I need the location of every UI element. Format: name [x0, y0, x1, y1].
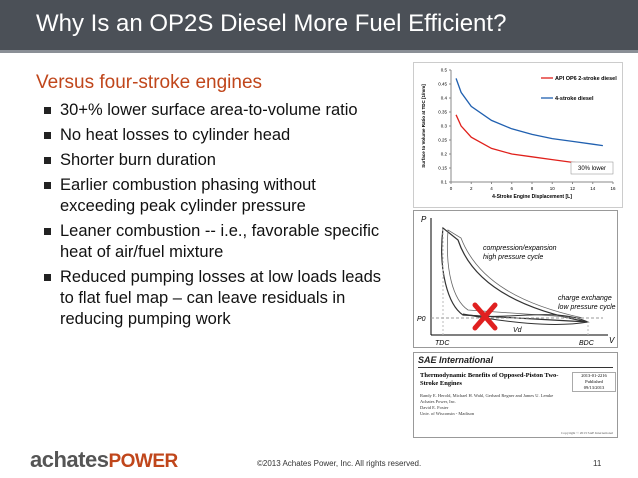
loop — [441, 226, 589, 323]
title-bar: Why Is an OP2S Diesel More Fuel Efficien… — [0, 0, 638, 53]
paper-title: Thermodynamic Benefits of Opposed-Piston… — [420, 372, 559, 387]
label: low pressure cycle — [558, 304, 616, 311]
paper-status: Published — [585, 379, 603, 384]
bullet: Reduced pumping losses at low loads lead… — [44, 267, 389, 330]
cross — [472, 302, 498, 331]
x-tick-label: 4 — [490, 186, 493, 191]
annotation: 30% lower — [578, 166, 606, 172]
page-number: 11 — [593, 459, 602, 468]
label: P — [421, 215, 427, 224]
bullet: Shorter burn duration — [44, 150, 389, 171]
label: charge exchange — [558, 295, 612, 302]
rule — [418, 367, 613, 368]
heading: Versus four-stroke engines — [36, 72, 263, 93]
label: high pressure cycle — [483, 254, 543, 261]
label: BDC — [579, 340, 595, 347]
paper-thumbnail: SAE International Thermodynamic Benefits… — [413, 352, 618, 438]
label: compression/expansion — [483, 245, 557, 252]
chart-frame — [413, 62, 623, 208]
x-tick-label: 0 — [450, 186, 453, 191]
paper-copyright: Copyright © 2013 SAE International — [561, 431, 613, 435]
label: Vd — [513, 327, 523, 334]
y-tick-label: 0.3 — [441, 124, 448, 129]
chart: 0.1 0.15 0.2 0.25 0.3 0.35 0.4 0.45 0.5 0 2 4 6 8 10 12… — [413, 62, 623, 208]
annotation-box — [570, 161, 614, 175]
x-axis-label: 4-Stroke Engine Displacement [L] — [492, 194, 572, 200]
x-tick-label: 2 — [470, 186, 473, 191]
label: TDC — [435, 340, 450, 347]
legend-label: API OP6 2-stroke diesel — [555, 76, 617, 82]
publisher: SAE International — [418, 355, 494, 365]
paper-date: 09/13/2013 — [583, 385, 605, 390]
y-tick-label: 0.35 — [438, 110, 447, 115]
x-tick-label: 8 — [531, 186, 534, 191]
y-tick-label: 0.2 — [441, 152, 448, 157]
paper-authors: Randy E. Herold, Michael H. Wahl, Gerhar… — [420, 393, 553, 417]
y-tick-label: 0.1 — [441, 180, 448, 185]
x-tick-label: 6 — [510, 186, 513, 191]
legend-label: 4-stroke diesel — [555, 96, 594, 102]
bullet-list: 30+% lower surface area-to-volume ratio … — [44, 100, 389, 334]
y-tick-label: 0.45 — [438, 82, 447, 87]
label: P0 — [417, 316, 426, 323]
logo: achatesPOWER — [30, 447, 178, 473]
pv-diagram: P V compression/expansion high pressure … — [413, 210, 618, 348]
line — [455, 78, 603, 147]
y-axis-label: Surface to Volume Ratio at TDC [1/mm] — [421, 84, 426, 168]
logo-text: POWER — [108, 451, 178, 472]
slide-title: Why Is an OP2S Diesel More Fuel Efficien… — [36, 10, 507, 37]
bullet: No heat losses to cylinder head — [44, 125, 389, 146]
bullet: Leaner combustion -- i.e., favorable spe… — [44, 221, 389, 263]
x-tick-label: 16 — [610, 186, 616, 191]
affiliation: Univ. of Wisconsin - Madison — [420, 411, 475, 416]
footer-copyright: ©2013 Achates Power, Inc. All rights res… — [257, 459, 422, 468]
paper-number: 2013-01-2216 — [581, 373, 607, 378]
bullet: Earlier combustion phasing without excee… — [44, 175, 389, 217]
label: V — [609, 336, 615, 345]
x-tick-label: 14 — [590, 186, 596, 191]
y-tick-label: 0.5 — [441, 68, 448, 73]
authors: Randy E. Herold, Michael H. Wahl, Gerhar… — [420, 393, 554, 398]
y-tick-label: 0.15 — [438, 166, 447, 171]
y-tick-label: 0.25 — [438, 138, 447, 143]
bullet: 30+% lower surface area-to-volume ratio — [44, 100, 389, 121]
paper-meta: 2013-01-2216 Published 09/13/2013 — [572, 372, 616, 392]
x-tick-label: 10 — [550, 186, 556, 191]
logo-text: achates — [30, 447, 109, 472]
affiliation: Achates Power, Inc. — [420, 399, 457, 404]
x-tick-label: 12 — [570, 186, 576, 191]
y-tick-label: 0.4 — [441, 96, 448, 101]
loop — [447, 229, 584, 319]
author: David E. Foster — [420, 405, 449, 410]
